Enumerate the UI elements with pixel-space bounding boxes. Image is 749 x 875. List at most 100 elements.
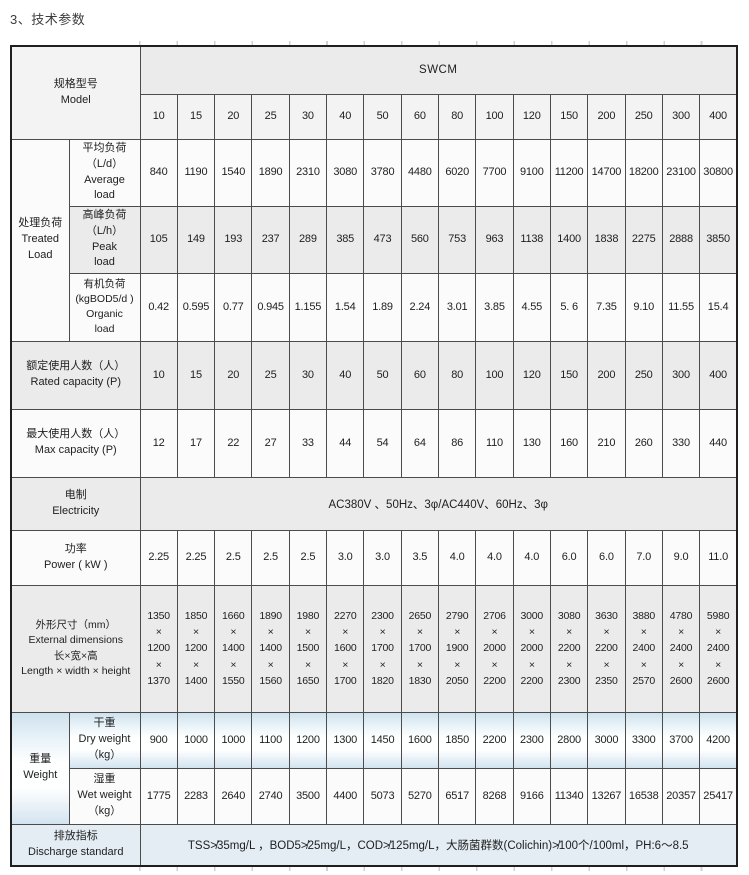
value-cell: 10: [139, 340, 178, 410]
value-cell: 0.945: [251, 272, 290, 342]
value-cell: 2888: [661, 205, 701, 274]
value-cell: 4.0: [475, 529, 514, 586]
dry-weight-label: 干重 Dry weight （kg）: [68, 711, 141, 769]
electricity-row: 电制 Electricity AC380V 、50Hz、3φ/AC440V、60…: [10, 476, 738, 531]
value-cell: 9.0: [661, 529, 701, 586]
value-cell: 40: [326, 93, 365, 140]
value-cell: 44: [326, 408, 365, 478]
value-cell: 2740: [251, 767, 290, 825]
value-cell: 50: [363, 340, 402, 410]
value-cell: 963: [475, 205, 514, 274]
value-cell: 1775: [139, 767, 178, 825]
value-cell: 200: [587, 93, 626, 140]
value-cell: 3080 × 2200 × 2300: [549, 584, 589, 713]
value-cell: 54: [363, 408, 402, 478]
value-cell: 100: [475, 93, 514, 140]
header-row: 规格型号 Model SWCM: [10, 45, 738, 140]
scan-artifact-bottom: [139, 866, 738, 871]
value-cell: 3700: [661, 711, 701, 769]
max-capacity-row: 最大使用人数（人） Max capacity (P) 12 17 22 27 33 44 5…: [10, 408, 738, 478]
value-cell: 8268: [475, 767, 514, 825]
value-cell: 40: [326, 340, 365, 410]
dimensions-label: 外形尺寸（mm） External dimensions 长×宽×高 Lengt…: [10, 584, 141, 713]
series-header: SWCM: [139, 45, 738, 95]
value-cell: 260: [624, 408, 663, 478]
value-cell: 7700: [475, 138, 514, 207]
value-cell: 3850: [699, 205, 738, 274]
dimensions-row: 外形尺寸（mm） External dimensions 长×宽×高 Lengt…: [10, 584, 738, 713]
value-cell: 15: [176, 93, 216, 140]
value-cell: 289: [288, 205, 328, 274]
value-cell: 3.0: [326, 529, 365, 586]
value-cell: 2275: [624, 205, 663, 274]
value-cell: 2300 × 1700 × 1820: [363, 584, 402, 713]
value-cell: 2.5: [251, 529, 290, 586]
value-cell: 3.01: [437, 272, 477, 342]
dry-weight-row: 重量 Weight 干重 Dry weight （kg） 900 1000 1000…: [10, 711, 738, 825]
value-cell: 50: [363, 93, 402, 140]
value-cell: 3780: [363, 138, 402, 207]
discharge-standard-label: 排放指标 Discharge standard: [10, 823, 141, 867]
value-cell: 0.42: [139, 272, 178, 342]
value-cell: 2310: [288, 138, 328, 207]
value-cell: 30: [288, 93, 328, 140]
value-cell: 1838: [587, 205, 626, 274]
value-cell: 2.25: [176, 529, 216, 586]
value-cell: 840: [139, 138, 178, 207]
value-cell: 25: [251, 340, 290, 410]
value-cell: 11.55: [661, 272, 701, 342]
value-cell: 11.0: [699, 529, 738, 586]
value-cell: 4.0: [512, 529, 551, 586]
value-cell: 10: [139, 93, 178, 140]
value-cell: 400: [699, 340, 738, 410]
value-cell: 2200: [475, 711, 514, 769]
discharge-standard-row: 排放指标 Discharge standard TSS≯35mg/L ，BOD5…: [10, 823, 738, 867]
value-cell: 9100: [512, 138, 551, 207]
value-cell: 1400: [549, 205, 589, 274]
value-cell: 1850 × 1200 × 1400: [176, 584, 216, 713]
value-cell: 1138: [512, 205, 551, 274]
value-cell: 11340: [549, 767, 589, 825]
value-cell: 1190: [176, 138, 216, 207]
value-cell: 1450: [363, 711, 402, 769]
value-cell: 18200: [624, 138, 663, 207]
value-cell: 1890: [251, 138, 290, 207]
value-cell: 1980 × 1500 × 1650: [288, 584, 328, 713]
value-cell: 60: [400, 93, 440, 140]
discharge-standard-value: TSS≯35mg/L ，BOD5≯25mg/L，COD≯125mg/L，大肠菌群…: [139, 823, 738, 867]
value-cell: 25: [251, 93, 290, 140]
value-cell: 120: [512, 93, 551, 140]
value-cell: 2283: [176, 767, 216, 825]
value-cell: 2.24: [400, 272, 440, 342]
value-cell: 110: [475, 408, 514, 478]
value-cell: 4480: [400, 138, 440, 207]
value-cell: 237: [251, 205, 290, 274]
value-cell: 7.0: [624, 529, 663, 586]
value-cell: 5980 × 2400 × 2600: [699, 584, 738, 713]
value-cell: 3630 × 2200 × 2350: [587, 584, 626, 713]
organic-load-row: 有机负荷 (kgBOD5/d ) Organic load 0.42 0.595 0…: [11, 272, 738, 342]
value-cell: 300: [661, 93, 701, 140]
value-cell: 0.595: [176, 272, 216, 342]
value-cell: 15: [176, 340, 216, 410]
value-cell: 149: [176, 205, 216, 274]
value-cell: 3080: [326, 138, 365, 207]
value-cell: 60: [400, 340, 440, 410]
value-cell: 120: [512, 340, 551, 410]
value-cell: 86: [437, 408, 477, 478]
value-cell: 6517: [437, 767, 477, 825]
value-cell: 20: [214, 340, 253, 410]
value-cell: 5073: [363, 767, 402, 825]
rated-capacity-label: 额定使用人数（人） Rated capacity (P): [10, 340, 141, 410]
value-cell: 1.155: [288, 272, 328, 342]
value-cell: 80: [437, 340, 477, 410]
value-cell: 200: [587, 340, 626, 410]
value-cell: 193: [214, 205, 253, 274]
value-cell: 1300: [326, 711, 365, 769]
rated-capacity-row: 额定使用人数（人） Rated capacity (P) 10 15 20 25 30 4…: [10, 340, 738, 410]
value-cell: 210: [587, 408, 626, 478]
value-cell: 753: [437, 205, 477, 274]
value-cell: 1890 × 1400 × 1560: [251, 584, 290, 713]
value-cell: 560: [400, 205, 440, 274]
